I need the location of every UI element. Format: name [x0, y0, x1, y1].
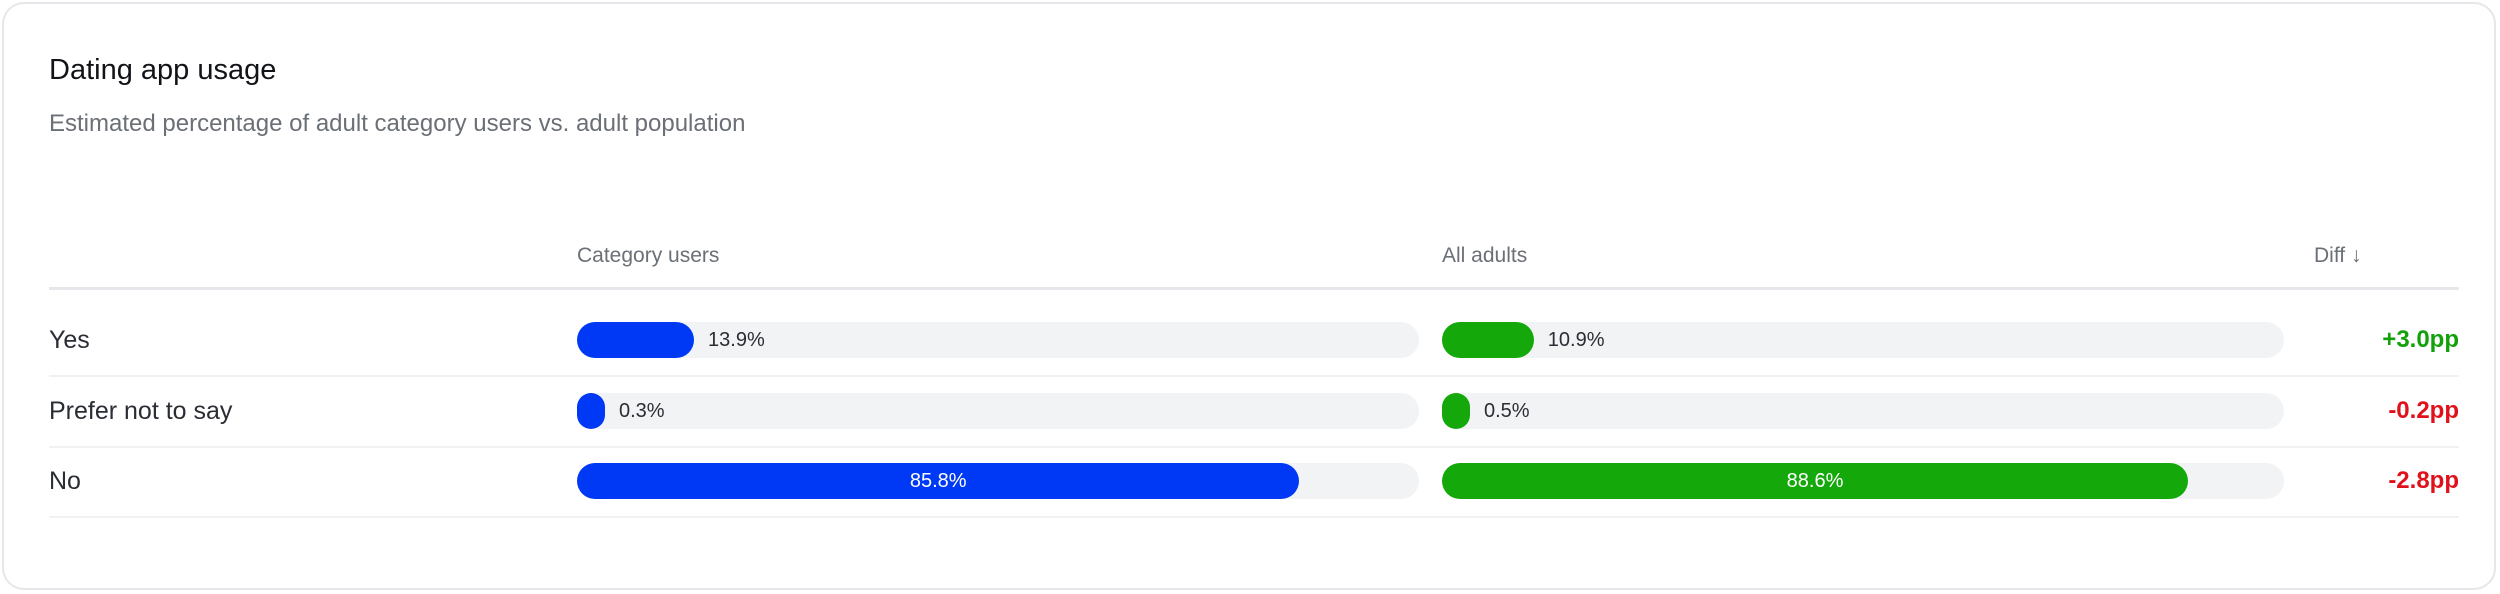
all-bar-track: 0.5%: [1442, 393, 2284, 429]
diff-value: -2.8pp: [2388, 467, 2459, 494]
header-divider: [49, 287, 2459, 290]
diff-value: +3.0pp: [2382, 326, 2459, 353]
category-value-label: 85.8%: [909, 470, 967, 492]
category-value-label: 0.3%: [619, 400, 665, 422]
diff-value: -0.2pp: [2388, 397, 2459, 424]
table-row: No 85.8% 88.6% -2.8pp: [49, 446, 2459, 518]
category-bar: [577, 322, 695, 358]
all-value-label: 88.6%: [1786, 470, 1844, 492]
all-bar: [1442, 322, 1534, 358]
chart-subtitle: Estimated percentage of adult category u…: [49, 110, 746, 137]
category-bar-track: 0.3%: [577, 393, 1419, 429]
table-row: Prefer not to say 0.3% 0.5% -0.2pp: [49, 376, 2459, 448]
all-value-label: 0.5%: [1484, 400, 1530, 422]
table-row: Yes 13.9% 10.9% +3.0pp: [49, 305, 2459, 377]
category-bar-track: 85.8%: [577, 463, 1419, 499]
row-label: Prefer not to say: [49, 397, 233, 425]
category-bar: [577, 393, 605, 429]
all-bar-track: 10.9%: [1442, 322, 2284, 358]
all-bar: [1442, 463, 2188, 499]
column-header-all-adults: All adults: [1442, 244, 1528, 267]
row-label: No: [49, 467, 81, 495]
column-header-category-users: Category users: [577, 244, 720, 267]
all-bar-track: 88.6%: [1442, 463, 2284, 499]
category-bar: [577, 463, 1300, 499]
category-bar-track: 13.9%: [577, 322, 1419, 358]
chart-title: Dating app usage: [49, 54, 277, 86]
category-value-label: 13.9%: [708, 329, 765, 351]
column-header-diff-sort[interactable]: Diff ↓: [2314, 244, 2362, 267]
all-bar: [1442, 393, 1470, 429]
row-label: Yes: [49, 326, 90, 354]
all-value-label: 10.9%: [1547, 329, 1605, 351]
